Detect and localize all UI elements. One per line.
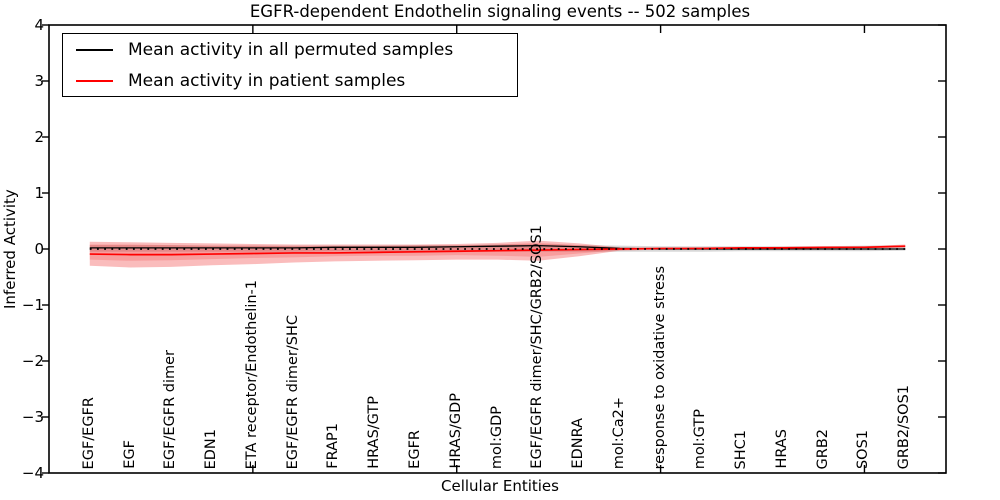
x-tick-label: HRAS/GDP: [447, 393, 464, 469]
legend-item-permuted: Mean activity in all permuted samples: [63, 36, 517, 63]
y-tick-label: 4: [34, 16, 44, 34]
x-tick-label: FRAP1: [325, 423, 342, 469]
x-tick-label: mol:GDP: [488, 405, 505, 469]
chart-title: EGFR-dependent Endothelin signaling even…: [249, 2, 751, 21]
x-tick-label: EDN1: [203, 428, 220, 469]
x-tick-label: HRAS: [773, 429, 790, 469]
x-tick-label: ETA receptor/Endothelin-1: [243, 279, 260, 469]
legend-label: Mean activity in patient samples: [128, 70, 406, 91]
y-tick-label: 2: [34, 128, 44, 146]
x-tick-label: response to oxidative stress: [651, 265, 668, 470]
series-solid-line: [89, 244, 906, 250]
y-tick-label: −3: [21, 408, 44, 426]
x-tick-label: EGF/EGFR: [80, 396, 97, 469]
legend-item-patient: Mean activity in patient samples: [63, 67, 517, 94]
x-axis-label: Cellular Entities: [441, 477, 559, 495]
x-tick-label: EDNRA: [570, 418, 587, 469]
series-solid-line: [89, 245, 906, 256]
y-tick-label: 1: [34, 184, 44, 202]
x-tick-label: EGF/EGFR dimer/SHC: [284, 314, 301, 469]
x-tick-label: HRAS/GTP: [366, 396, 383, 469]
x-tick-label: SHC1: [733, 429, 750, 469]
x-tick-label: SOS1: [855, 429, 872, 469]
legend-label: Mean activity in all permuted samples: [128, 39, 454, 60]
y-tick-label: −1: [21, 296, 44, 314]
x-tick-label: mol:GTP: [692, 408, 709, 469]
black-line-swatch-icon: [76, 48, 113, 51]
x-tick-label: mol:Ca2+: [610, 396, 627, 469]
x-tick-label: EGF/EGFR dimer: [162, 349, 179, 469]
x-tick-label: GRB2: [814, 428, 831, 469]
y-tick-label: −2: [21, 352, 44, 370]
x-tick-label: EGF: [121, 440, 138, 469]
band-permuted-std-band: [89, 243, 906, 252]
x-tick-label: EGF/EGFR dimer/SHC/GRB2/SOS1: [529, 225, 546, 469]
x-tick-label: EGFR: [406, 430, 423, 469]
x-tick-label: GRB2/SOS1: [896, 384, 913, 469]
legend: Mean activity in all permuted samples Me…: [62, 33, 518, 97]
y-tick-label: 3: [34, 72, 44, 90]
y-tick-label: 0: [34, 240, 44, 258]
red-line-swatch-icon: [76, 79, 113, 82]
y-tick-label: −4: [21, 464, 44, 482]
